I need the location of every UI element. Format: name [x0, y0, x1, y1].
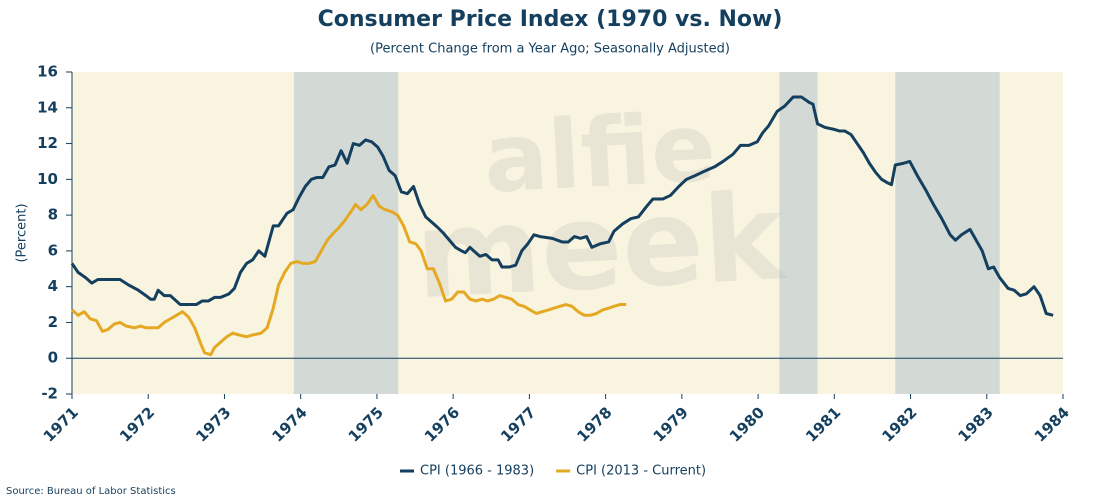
- y-tick-label: 0: [48, 349, 58, 367]
- y-tick-label: 8: [48, 206, 58, 224]
- y-tick-label: -2: [41, 385, 58, 403]
- watermark: alfie: [481, 93, 718, 215]
- x-tick-label: 1980: [726, 403, 768, 445]
- y-tick-label: 16: [37, 63, 58, 81]
- x-tick-label: 1976: [421, 403, 463, 445]
- x-tick-label: 1973: [192, 403, 234, 445]
- x-tick-label: 1984: [1031, 403, 1073, 445]
- shaded-period: [293, 72, 399, 394]
- chart-title: Consumer Price Index (1970 vs. Now): [318, 7, 783, 32]
- y-tick-label: 6: [48, 241, 58, 259]
- x-tick-label: 1972: [116, 403, 158, 445]
- chart-subtitle: (Percent Change from a Year Ago; Seasona…: [370, 42, 730, 57]
- y-tick-label: 10: [37, 170, 58, 188]
- y-tick-label: 14: [37, 98, 58, 116]
- x-tick-label: 1983: [955, 403, 997, 445]
- y-tick-label: 4: [48, 277, 58, 295]
- y-axis-label: (Percent): [15, 203, 30, 262]
- x-tick-label: 1979: [650, 403, 692, 445]
- x-tick-label: 1974: [268, 403, 310, 445]
- y-tick-label: 2: [48, 313, 58, 331]
- legend-label: CPI (2013 - Current): [576, 464, 706, 479]
- shaded-period: [895, 72, 1000, 394]
- x-tick-label: 1975: [345, 403, 387, 445]
- x-tick-label: 1981: [802, 403, 844, 445]
- x-tick-label: 1977: [497, 403, 539, 445]
- shaded-period: [779, 72, 818, 394]
- source-note: Source: Bureau of Labor Statistics: [6, 486, 176, 497]
- x-tick-label: 1978: [573, 403, 615, 445]
- legend-label: CPI (1966 - 1983): [420, 464, 534, 479]
- x-tick-label: 1971: [40, 403, 82, 445]
- series-line: [70, 95, 1054, 317]
- x-tick-label: 1982: [878, 403, 920, 445]
- y-tick-label: 12: [37, 134, 58, 152]
- series-line: [71, 193, 627, 357]
